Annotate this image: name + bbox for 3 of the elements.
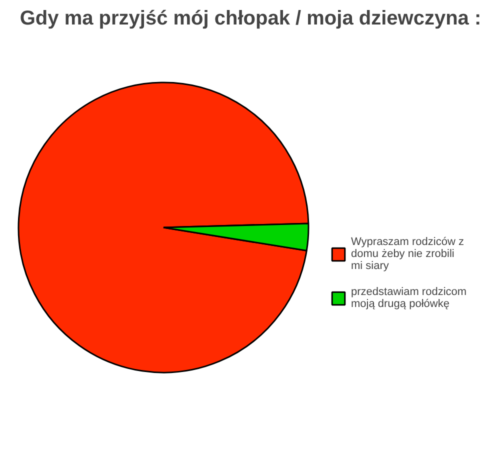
legend-label: Wypraszam rodziców z domu żeby nie zrobili mi siary: [351, 236, 464, 272]
chart-title: Gdy ma przyjść mój chłopak / moja dziewczyna :: [20, 8, 482, 30]
legend-label: przedstawiam rodzicom moją drugą połówkę: [351, 286, 467, 310]
